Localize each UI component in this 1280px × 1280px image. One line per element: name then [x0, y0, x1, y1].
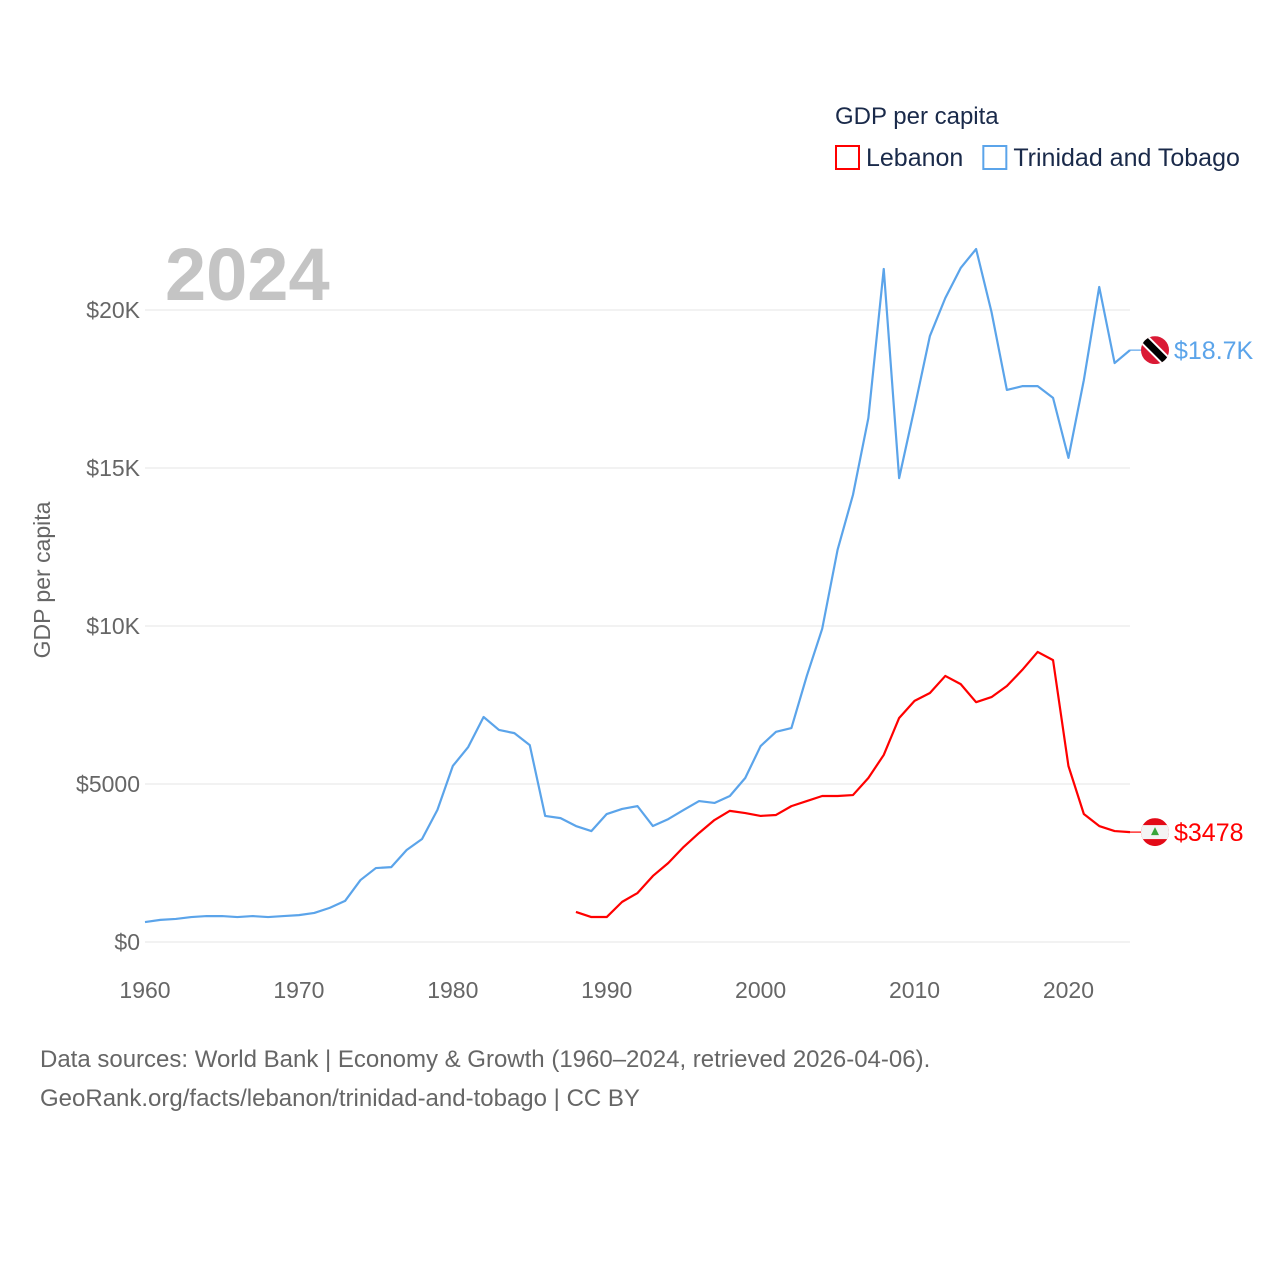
x-tick-label: 1980 — [427, 977, 478, 1003]
legend-label[interactable]: Trinidad and Tobago — [1013, 144, 1240, 172]
year-label: 2024 — [165, 233, 330, 316]
x-tick-label: 1970 — [273, 977, 324, 1003]
legend-title: GDP per capita — [835, 103, 999, 130]
legend-label[interactable]: Lebanon — [866, 144, 963, 172]
legend-swatch — [982, 145, 1008, 170]
series-line — [144, 247, 1131, 924]
y-tick-label: $10K — [86, 613, 140, 639]
legend-swatch — [835, 145, 860, 170]
x-tick-label: 1990 — [581, 977, 632, 1003]
y-tick-label: $15K — [86, 455, 140, 481]
footer-sources: Data sources: World Bank | Economy & Gro… — [40, 1046, 931, 1073]
footer-link[interactable]: GeoRank.org/facts/lebanon/trinidad-and-t… — [40, 1085, 640, 1112]
x-tick-label: 2010 — [889, 977, 940, 1003]
y-tick-label: $20K — [86, 297, 140, 323]
trinidad-flag-icon — [1141, 336, 1169, 365]
y-tick-label: $0 — [114, 929, 140, 955]
series-line — [575, 650, 1131, 919]
lebanon-flag-icon — [1141, 818, 1169, 847]
x-tick-label: 2000 — [735, 977, 786, 1003]
y-axis-label: GDP per capita — [29, 501, 55, 658]
x-tick-label: 2020 — [1043, 977, 1094, 1003]
end-value-label: $3478 — [1174, 819, 1244, 847]
x-tick-label: 1960 — [119, 977, 170, 1003]
y-tick-label: $5000 — [76, 771, 140, 797]
end-value-label: $18.7K — [1174, 337, 1254, 365]
